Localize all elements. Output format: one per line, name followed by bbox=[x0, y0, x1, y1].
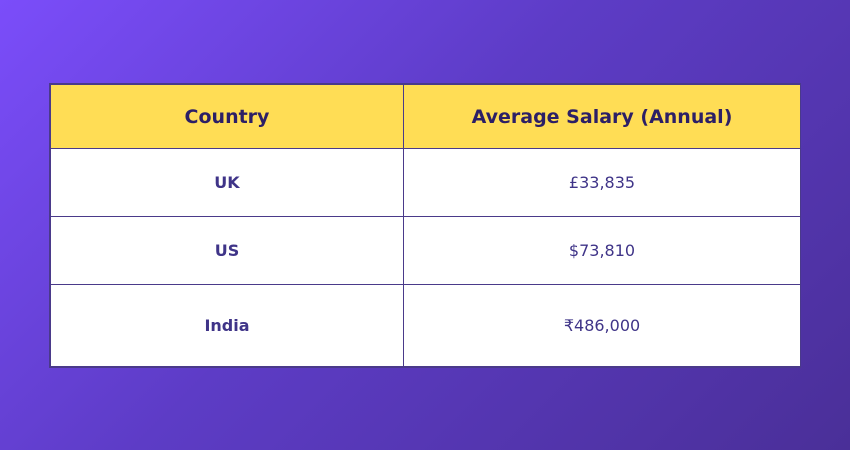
header-country: Country bbox=[50, 84, 404, 149]
table-row: US $73,810 bbox=[50, 216, 801, 285]
salary-cell: £33,835 bbox=[403, 148, 801, 217]
table-header-row: Country Average Salary (Annual) bbox=[50, 84, 801, 149]
header-average-salary: Average Salary (Annual) bbox=[403, 84, 801, 149]
salary-table: Country Average Salary (Annual) UK £33,8… bbox=[49, 83, 801, 368]
table-row: UK £33,835 bbox=[50, 148, 801, 217]
salary-cell: ₹486,000 bbox=[403, 284, 801, 367]
table-row: India ₹486,000 bbox=[50, 284, 801, 367]
country-cell: India bbox=[50, 284, 404, 367]
country-cell: US bbox=[50, 216, 404, 285]
salary-table-grid: Country Average Salary (Annual) UK £33,8… bbox=[50, 84, 801, 367]
country-cell: UK bbox=[50, 148, 404, 217]
salary-cell: $73,810 bbox=[403, 216, 801, 285]
